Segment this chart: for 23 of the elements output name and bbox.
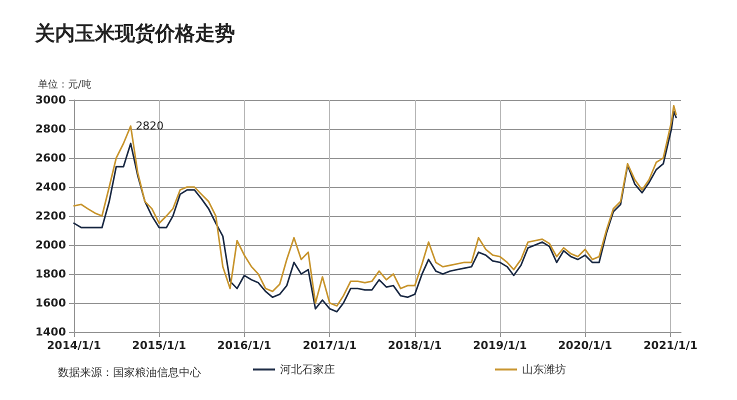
x-tick-label: 2014/1/1 [47, 339, 101, 352]
x-tick-label: 2020/1/1 [558, 339, 612, 352]
chart-title: 关内玉米现货价格走势 [34, 21, 235, 45]
y-tick-label: 2800 [35, 122, 66, 136]
x-tick-label: 2018/1/1 [388, 339, 442, 352]
y-tick-label: 2000 [35, 238, 66, 252]
legend-label: 河北石家庄 [280, 363, 335, 376]
y-tick-label: 1400 [35, 326, 66, 338]
x-tick-label: 2017/1/1 [302, 339, 357, 352]
x-tick-label: 2021/1/1 [644, 339, 698, 352]
y-tick-label: 1600 [35, 296, 66, 310]
legend-label: 山东潍坊 [522, 363, 566, 376]
y-tick-label: 2600 [35, 152, 66, 164]
annotation: 2820 [136, 120, 164, 133]
y-tick-label: 2200 [35, 210, 66, 222]
x-tick-label: 2015/1/1 [132, 339, 186, 352]
y-tick-label: 2400 [35, 180, 66, 194]
y-tick-label: 1800 [35, 268, 66, 280]
y-axis-title: 单位：元/吨 [38, 78, 92, 90]
y-tick-label: 3000 [35, 94, 66, 106]
source-note: 数据来源：国家粮油信息中心 [58, 366, 201, 379]
x-tick-label: 2019/1/1 [472, 339, 527, 352]
x-tick-label: 2016/1/1 [217, 339, 272, 352]
